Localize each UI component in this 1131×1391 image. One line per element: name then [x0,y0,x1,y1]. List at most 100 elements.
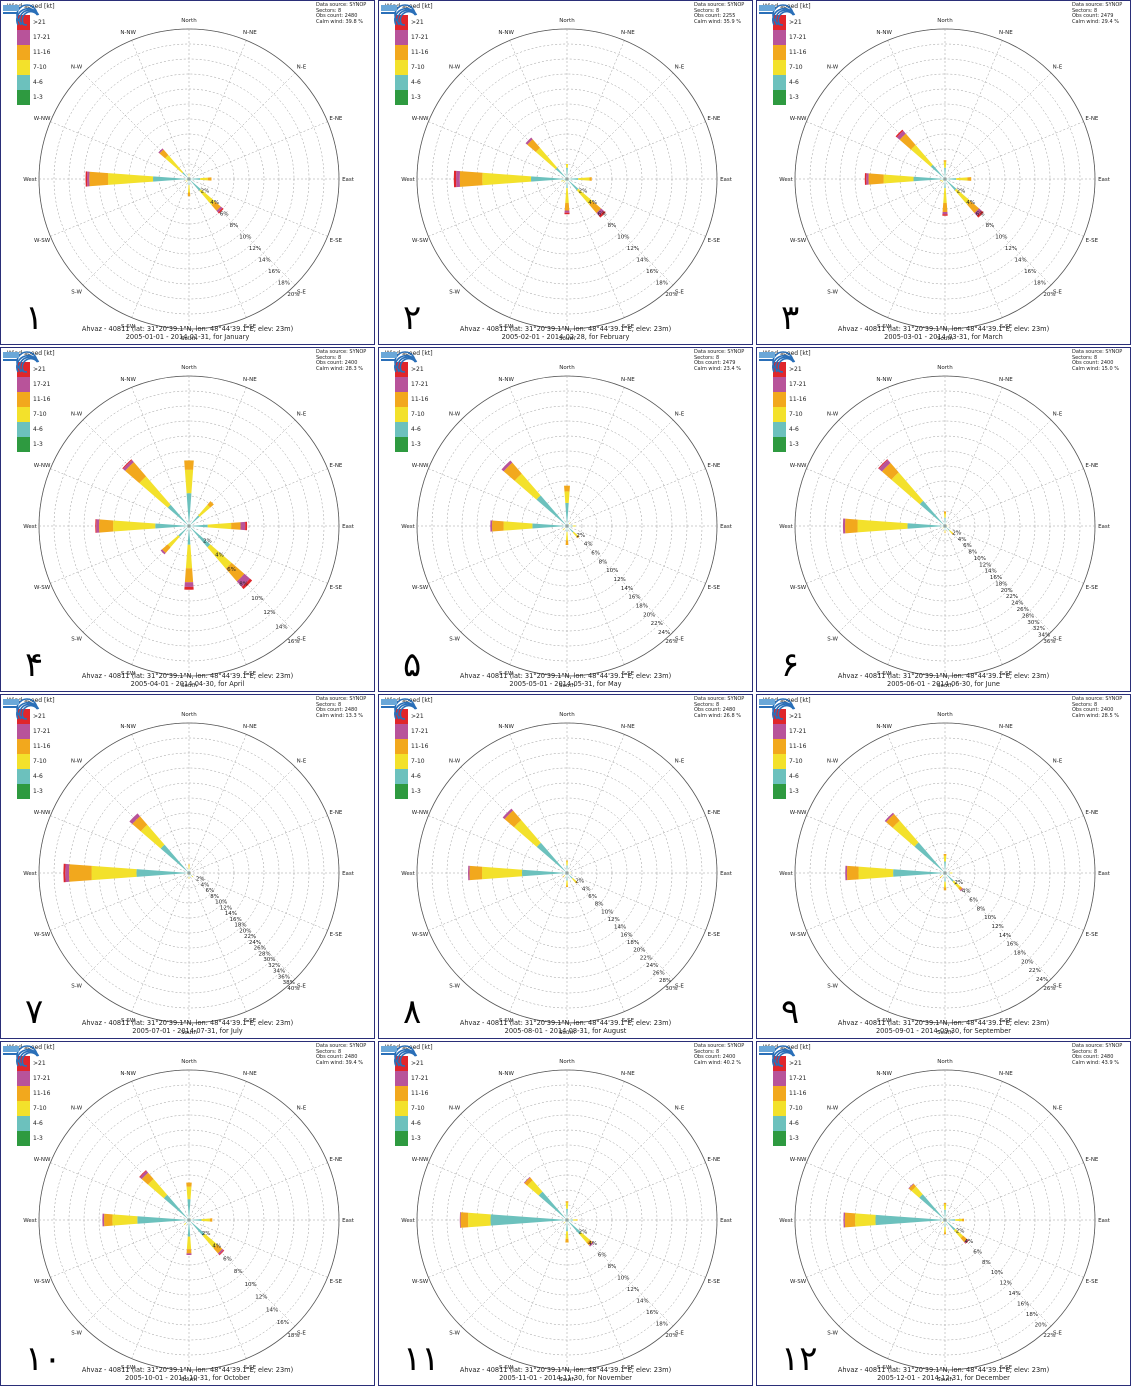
wind-rose-wedge [967,177,972,181]
organization-logo [759,1045,796,1067]
percent-tick-label: 10% [245,1282,257,1288]
percent-tick-label: 2% [202,1231,211,1237]
legend-label: >21 [33,1060,46,1067]
wind-rose-wedge [568,522,571,525]
percent-tick-label: 22% [640,955,652,961]
wind-rose-panel: North N-NE N-E E-NE East E-SE S-E S-SE South S-SW… [0,347,375,692]
legend-label: 1-3 [411,788,421,795]
percent-tick-label: 20% [1043,292,1055,298]
percent-tick-label: 18% [995,581,1007,587]
grid-spoke [944,766,1052,874]
direction-label: S-W [449,289,460,295]
grid-spoke [50,1162,190,1221]
meta-line: Obs count: 2400 [694,1054,736,1061]
wind-rose-wedge [942,211,948,215]
legend-label: 4-6 [789,79,799,86]
percent-tick-label: 22% [1006,594,1018,600]
grid-ring [809,43,1081,315]
wind-rose-wedge [460,1212,469,1228]
meta-line: Data source: SYNOP [1072,696,1123,702]
wind-rose-wedge [562,527,566,531]
percent-tick-label: 8% [982,1260,991,1266]
legend-item: 11-16 [17,739,50,754]
wind-rose-wedge [944,179,946,188]
legend: >21 17-21 11-16 7-10 4-6 1-3 [773,1056,806,1146]
panel-caption: Ahvaz - 40811 (lat: 31°20'39.1"N, lon: 4… [379,1019,752,1035]
wind-rose-wedge [187,1220,191,1237]
wind-rose-wedge [844,1212,856,1228]
grid-ring [929,510,961,542]
direction-label: South [181,1030,197,1036]
legend-item: 11-16 [17,45,50,60]
legend-item: 17-21 [17,30,50,45]
legend-swatch [17,90,30,105]
legend-label: 4-6 [411,426,421,433]
direction-label: N-E [1053,1106,1063,1112]
direction-label: N-NE [243,1071,257,1077]
meta-line: Calm wind: 23.4 % [694,365,741,372]
wind-rose-wedge [914,842,945,873]
wind-rose-wedge [944,1209,946,1220]
panel-caption: Ahvaz - 40811 (lat: 31°20'39.1"N, lon: 4… [757,1019,1130,1035]
percent-tick-label: 18% [627,940,639,946]
direction-label: N-NE [621,30,635,36]
panel-number: ١٢ [781,1339,818,1379]
percent-tick-label: 16% [628,595,640,601]
direction-label: S-SE [622,671,635,677]
wind-rose-wedge [186,1236,192,1250]
direction-label: S-SW [877,671,892,677]
wind-rose-panel: North N-NE N-E E-NE East E-SE S-E S-SE South S-SW… [378,694,753,1039]
wind-rose-wedge [565,1220,567,1222]
direction-label: W-NW [412,463,429,469]
wind-rose-wedge [875,1214,944,1226]
wind-rose-wedge [943,881,947,888]
grid-spoke [188,121,328,180]
legend-swatch [17,1071,30,1086]
grid-spoke [806,815,946,874]
grid-ring [53,1084,325,1356]
grid-ring [431,390,703,662]
direction-label: E-SE [1086,1279,1099,1285]
direction-label: W-NW [34,463,51,469]
direction-label: W-NW [412,116,429,122]
grid-spoke [806,872,946,931]
grid-spoke [509,1219,568,1359]
percent-tick-label: 20% [239,928,251,934]
wind-rose-wedge [945,872,950,874]
legend-item: 1-3 [395,784,428,799]
wind-rose-panel: North N-NE N-E E-NE East E-SE S-E S-SE South S-SW… [756,1041,1131,1386]
legend-label: 7-10 [789,411,803,418]
grid-spoke [887,178,946,318]
legend: >21 17-21 11-16 7-10 4-6 1-3 [395,15,428,105]
grid-spoke [188,1113,296,1221]
grid-spoke [944,40,1003,180]
legend-swatch [395,392,408,407]
grid-spoke [806,121,946,180]
legend-label: 11-16 [33,49,51,56]
wind-rose-wedge [945,871,947,873]
direction-label: W-SW [412,1279,429,1285]
wind-rose-wedge [187,192,191,197]
legend-label: >21 [33,713,46,720]
legend-label: 4-6 [789,426,799,433]
direction-label: S-W [71,636,82,642]
grid-spoke [188,815,328,874]
percent-tick-label: 12% [220,905,232,911]
direction-label: E-SE [708,1279,721,1285]
grid-spoke [428,1219,568,1278]
direction-label: S-SW [499,1018,514,1024]
wind-rose-wedge [596,208,604,216]
organization-logo [759,351,796,373]
wind-rose-wedge [160,549,166,555]
wind-rose-chart: North N-NE N-E E-NE East E-SE S-E S-SE South S-SW… [401,18,733,342]
percent-tick-label: 24% [1011,601,1023,607]
wind-rose-wedge [895,129,904,138]
grid-spoke [428,1162,568,1221]
legend-label: 1-3 [33,94,43,101]
direction-label: E-NE [707,116,721,122]
grid-spoke [188,872,296,980]
legend-swatch [773,724,786,739]
wind-rose-wedge [136,869,189,877]
wind-rose-wedge [567,1219,573,1221]
percent-tick-label: 8% [608,223,617,229]
